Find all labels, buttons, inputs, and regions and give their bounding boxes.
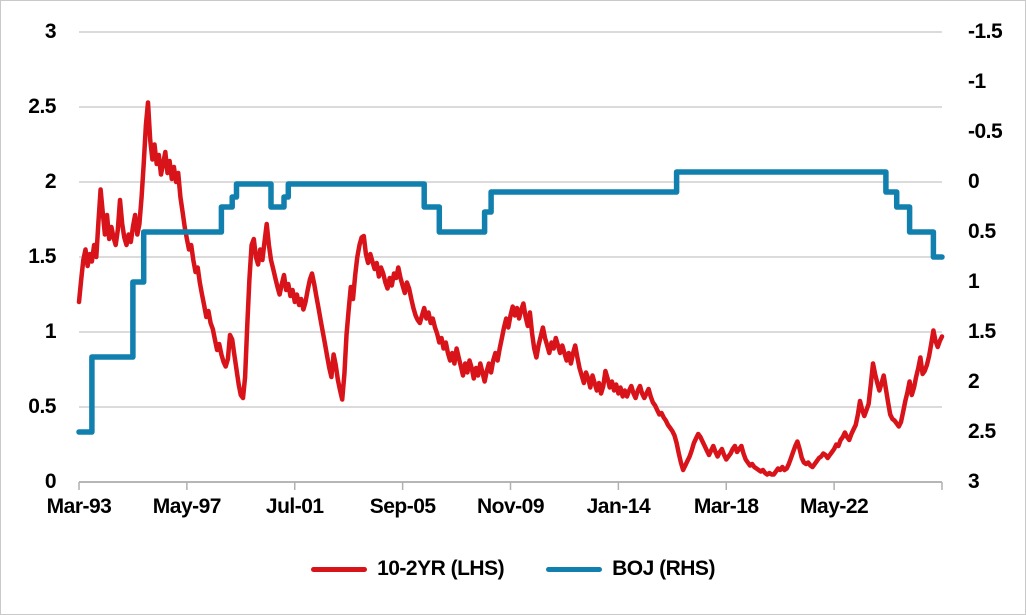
right-axis-tick-label: 2.5 (968, 420, 996, 443)
x-axis-tick-label: Sep-05 (369, 495, 436, 518)
right-axis-tick-label: 0 (968, 170, 980, 193)
x-axis-tick-label: May-97 (152, 495, 222, 518)
spread-line-swatch (311, 566, 368, 572)
left-axis-tick-label: 3 (44, 20, 57, 43)
left-axis-tick-label: 2.5 (28, 95, 56, 118)
spread-line-series (76, 100, 945, 477)
right-axis-tick-label: 2 (968, 370, 980, 393)
boj-legend-label: BOJ (RHS) (612, 557, 715, 580)
left-axis-tick-label: 0 (44, 470, 57, 493)
boj-line-series (76, 169, 945, 435)
right-axis-tick-label: 1.5 (968, 320, 996, 343)
left-axis-tick-label: 1.5 (28, 245, 56, 268)
legend-item-spread: 10-2YR (LHS) (311, 557, 505, 581)
right-axis-tick-label: -1 (968, 70, 986, 93)
spread-legend-label: 10-2YR (LHS) (377, 557, 505, 580)
x-axis-tick-label: Mar-18 (693, 495, 759, 518)
right-axis-tick-label: 1 (968, 270, 980, 293)
left-axis-tick-label: 1 (44, 320, 57, 343)
x-axis-tick-label: Jul-01 (265, 495, 324, 518)
right-axis-tick-label: 0.5 (968, 220, 996, 243)
x-axis-tick-label: May-22 (800, 495, 869, 518)
left-axis-tick-label: 0.5 (28, 395, 56, 418)
right-axis-tick-label: -0.5 (968, 120, 1003, 143)
x-axis-tick-label: Nov-09 (476, 495, 545, 518)
right-axis-tick-label: -1.5 (968, 20, 1003, 43)
legend: 10-2YR (LHS) BOJ (RHS) (1, 557, 1025, 581)
legend-item-boj: BOJ (RHS) (546, 557, 715, 581)
boj-line-swatch (546, 566, 603, 572)
left-axis-tick-label: 2 (44, 170, 57, 193)
x-axis-tick-label: Mar-93 (46, 495, 112, 518)
right-axis-tick-label: 3 (968, 470, 980, 493)
x-axis-tick-label: Jan-14 (586, 495, 651, 518)
